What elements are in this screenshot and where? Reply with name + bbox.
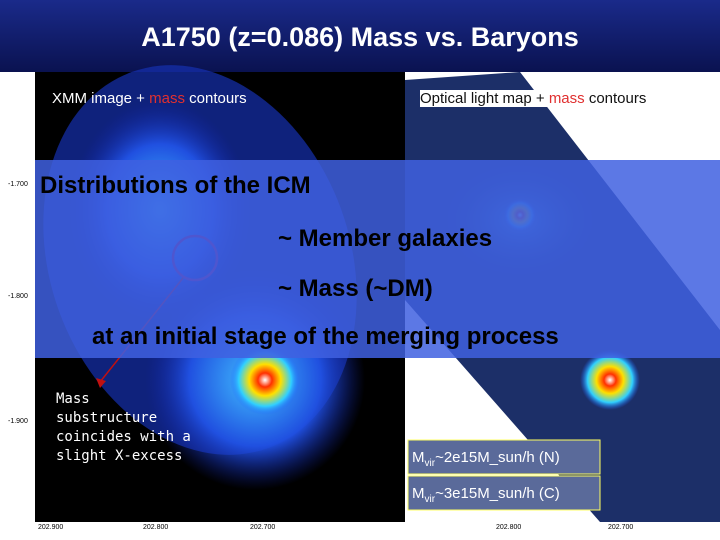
caption-highlight: mass bbox=[149, 90, 185, 107]
mass-box-c bbox=[407, 475, 601, 511]
y-label: -1.700 bbox=[8, 181, 28, 188]
optical-peak bbox=[580, 350, 640, 410]
x-label: 202.900 bbox=[38, 524, 64, 531]
caption-text: Optical light map + bbox=[420, 90, 549, 107]
mass-text: ~3e15M_sun/h (C) bbox=[435, 485, 560, 502]
mass-label: Mvir~3e15M_sun/h (C) bbox=[412, 485, 560, 505]
overlay-line: ~ Mass (~DM) bbox=[278, 275, 433, 302]
caption-text: contours bbox=[584, 90, 647, 107]
mass-text: ~2e15M_sun/h (N) bbox=[435, 449, 560, 466]
slide-title: A1750 (z=0.086) Mass vs. Baryons bbox=[141, 22, 579, 52]
annotation: Mass substructure coincides with a sligh… bbox=[56, 390, 191, 466]
mass-box-n bbox=[407, 439, 601, 475]
mass-symbol: M bbox=[412, 485, 425, 502]
caption-text: contours bbox=[184, 90, 247, 107]
x-label: 202.800 bbox=[143, 524, 169, 531]
caption-text: XMM image + bbox=[52, 90, 150, 107]
arrow-head bbox=[96, 378, 106, 388]
overlay-box bbox=[35, 160, 720, 358]
annotation-line: Mass bbox=[56, 391, 90, 407]
overlay-line: ~ Member galaxies bbox=[278, 225, 493, 252]
caption-highlight: mass bbox=[548, 90, 585, 107]
mass-symbol: M bbox=[412, 449, 425, 466]
y-label: -1.800 bbox=[8, 293, 28, 300]
x-label: 202.700 bbox=[608, 524, 634, 531]
x-label: 202.800 bbox=[496, 524, 522, 531]
mass-subscript: vir bbox=[424, 458, 436, 469]
y-label: -1.900 bbox=[8, 418, 28, 425]
annotation-line: coincides with a bbox=[56, 429, 191, 445]
annotation-line: slight X-excess bbox=[56, 448, 183, 464]
header-band bbox=[0, 0, 720, 72]
left-caption: XMM image + mass contours bbox=[52, 90, 247, 107]
right-caption: Optical light map + mass contours bbox=[420, 90, 647, 107]
overlay-line: at an initial stage of the merging proce… bbox=[92, 323, 559, 350]
annotation-line: substructure bbox=[56, 410, 158, 426]
mass-label: Mvir~2e15M_sun/h (N) bbox=[412, 449, 560, 469]
overlay-line: Distributions of the ICM bbox=[40, 172, 311, 199]
xmm-peak bbox=[230, 345, 300, 415]
mass-subscript: vir bbox=[424, 494, 436, 505]
x-label: 202.700 bbox=[250, 524, 276, 531]
